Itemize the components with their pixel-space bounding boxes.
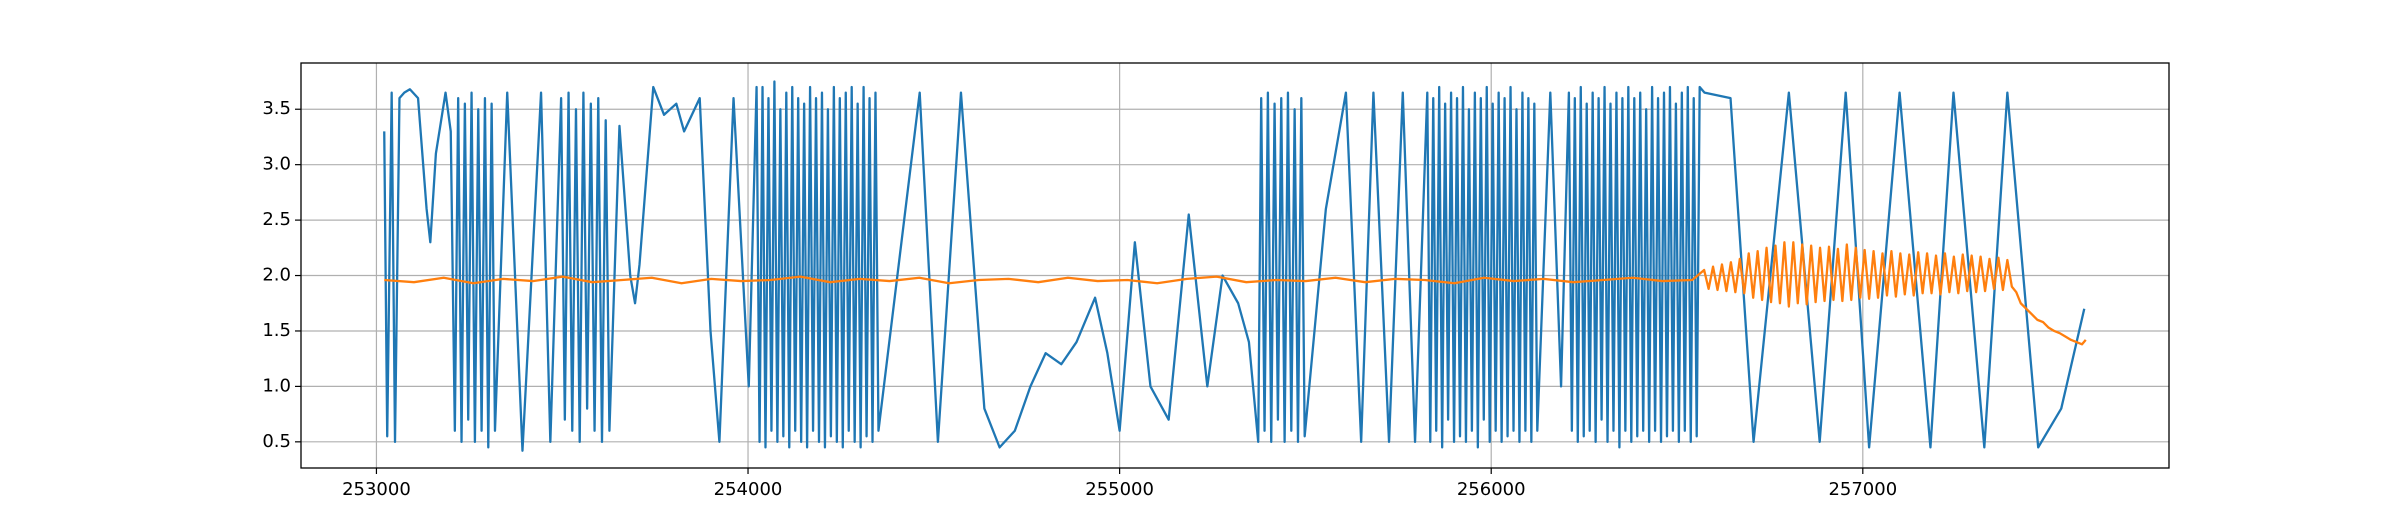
x-tick-label: 256000 bbox=[1457, 479, 1526, 500]
tick-layer: 253000 254000 255000 256000 257000 0.5 1.0 1.5 2… bbox=[262, 98, 1897, 500]
x-tick-label: 257000 bbox=[1828, 479, 1897, 500]
plot-frame bbox=[300, 62, 2170, 469]
y-tick-label: 2.5 bbox=[262, 209, 291, 230]
y-tick-label: 3.5 bbox=[262, 98, 291, 119]
series-line bbox=[383, 80, 2086, 452]
y-tick-label: 2.0 bbox=[262, 265, 291, 286]
y-tick-label: 1.5 bbox=[262, 320, 291, 341]
series-line bbox=[384, 241, 2087, 346]
x-tick-label: 255000 bbox=[1085, 479, 1154, 500]
y-tick-label: 1.0 bbox=[262, 375, 291, 396]
x-tick-label: 253000 bbox=[342, 479, 411, 500]
y-tick-label: 3.0 bbox=[262, 154, 291, 175]
y-tick-label: 0.5 bbox=[262, 431, 291, 452]
x-tick-label: 254000 bbox=[714, 479, 783, 500]
series-layer bbox=[383, 80, 2087, 452]
